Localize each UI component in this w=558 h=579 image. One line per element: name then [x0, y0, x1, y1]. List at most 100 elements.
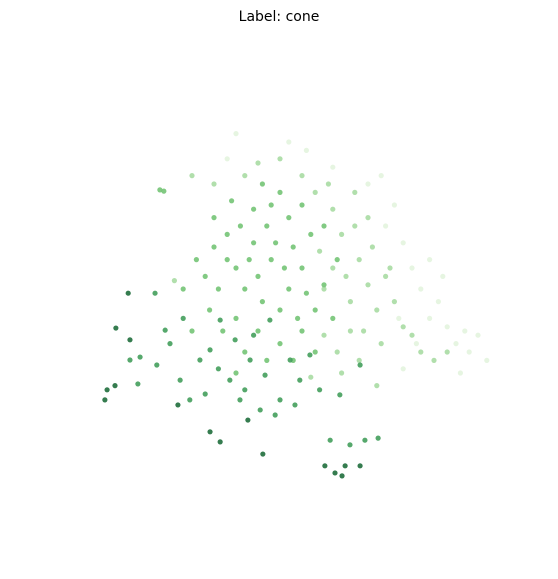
point [211, 215, 217, 221]
point [202, 391, 208, 397]
point [127, 337, 133, 343]
point [273, 240, 279, 246]
point [317, 248, 323, 254]
point [180, 315, 186, 321]
point [396, 315, 402, 321]
point [409, 332, 415, 338]
point [202, 273, 208, 279]
point [224, 257, 230, 263]
point [308, 374, 314, 380]
point [321, 223, 327, 229]
point [457, 370, 463, 376]
point [330, 164, 336, 170]
point [272, 412, 278, 418]
point [167, 341, 173, 347]
point [175, 402, 181, 408]
point [232, 337, 238, 343]
point [431, 357, 437, 363]
point [187, 397, 193, 403]
point [299, 202, 305, 208]
point [286, 215, 292, 221]
point [362, 437, 368, 443]
point [307, 352, 313, 358]
point [233, 370, 239, 376]
point [312, 307, 318, 313]
point [277, 156, 283, 162]
point [413, 341, 419, 347]
point [233, 131, 239, 137]
point [321, 286, 327, 292]
point [215, 366, 221, 372]
point [317, 387, 323, 393]
point [322, 463, 328, 469]
point [207, 347, 213, 353]
point [357, 463, 363, 469]
point [287, 357, 293, 363]
point [242, 173, 248, 179]
point [259, 181, 265, 187]
point [299, 265, 305, 271]
point [286, 139, 292, 145]
point [303, 290, 309, 296]
point [312, 349, 318, 355]
point [374, 307, 380, 313]
point [211, 181, 217, 187]
point [339, 473, 345, 479]
point [161, 188, 167, 194]
point [112, 383, 118, 389]
point [277, 189, 283, 195]
point [299, 173, 305, 179]
point [137, 354, 143, 360]
point [242, 349, 248, 355]
point [444, 349, 450, 355]
point [264, 357, 270, 363]
point [125, 290, 131, 296]
point [352, 189, 358, 195]
point [255, 328, 261, 334]
point [312, 189, 318, 195]
point [113, 325, 119, 331]
point [484, 357, 490, 363]
point [356, 357, 362, 363]
point [157, 187, 163, 193]
point [466, 349, 472, 355]
chart-title: Label: cone [239, 9, 320, 25]
point [104, 387, 110, 393]
point [277, 341, 283, 347]
point [135, 381, 141, 387]
point [365, 215, 371, 221]
point [224, 156, 230, 162]
point [277, 307, 283, 313]
point [257, 407, 263, 413]
point [347, 328, 353, 334]
point [162, 327, 168, 333]
point [152, 290, 158, 296]
point [330, 265, 336, 271]
point [400, 366, 406, 372]
point [177, 377, 183, 383]
point [197, 357, 203, 363]
point [237, 397, 243, 403]
point [378, 341, 384, 347]
point [330, 206, 336, 212]
point [387, 265, 393, 271]
point [193, 257, 199, 263]
point [262, 372, 268, 378]
point [330, 315, 336, 321]
point [440, 273, 446, 279]
point [246, 257, 252, 263]
point [220, 328, 226, 334]
point [251, 240, 257, 246]
point [255, 160, 261, 166]
point [418, 286, 424, 292]
point [343, 273, 349, 279]
point [102, 397, 108, 403]
point [337, 392, 343, 398]
point [418, 349, 424, 355]
point [264, 223, 270, 229]
point [127, 357, 133, 363]
point [321, 332, 327, 338]
point [365, 181, 371, 187]
point [227, 377, 233, 383]
